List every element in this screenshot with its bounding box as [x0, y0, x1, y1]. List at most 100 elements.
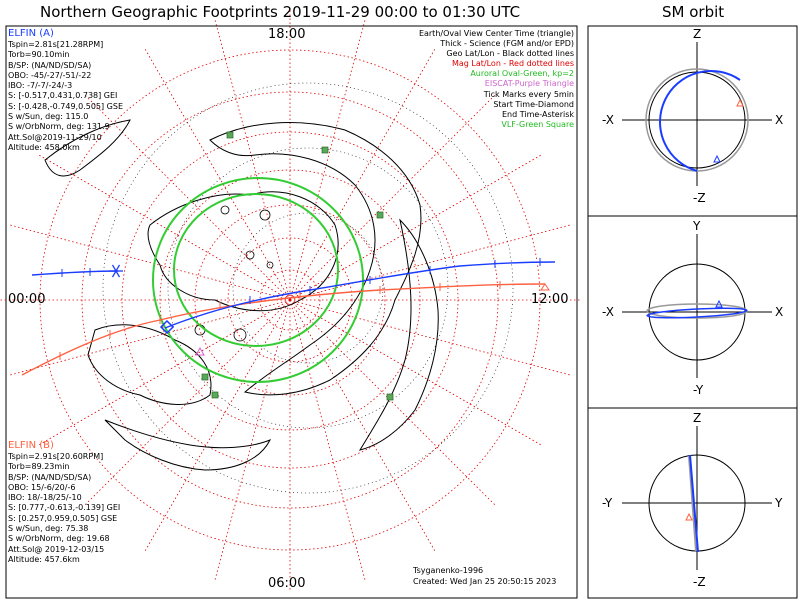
mag-meridian — [289, 299, 542, 446]
legend-entry: EISCAT-Purple Triangle — [484, 79, 574, 89]
elfin-a-triangle — [715, 299, 723, 308]
mag-meridian — [214, 19, 291, 301]
mlt-label-06: 06:00 — [268, 576, 306, 591]
elfin-b-triangle — [736, 98, 744, 107]
sm-axis-label-left: -X — [602, 113, 614, 127]
elfin-b-name: ELFIN (B) — [8, 440, 54, 451]
footer-model: Tsyganenko-1996 — [413, 566, 484, 575]
mag-meridian — [84, 299, 291, 506]
elfin-a-triangle — [713, 154, 721, 163]
mag-meridian — [84, 94, 291, 301]
elfin-b-line: Att.Sol@ 2019-12-03/15 — [8, 544, 105, 554]
elfin-a-orbit — [689, 454, 699, 553]
elfin-b-orbit — [688, 455, 697, 552]
legend-entry: Mag Lat/Lon - Red dotted lines — [451, 59, 574, 69]
sm-axis-label-left: -Y — [602, 496, 613, 510]
coastline — [358, 218, 439, 451]
sm-axis-label-bottom: -Y — [693, 383, 704, 397]
geo-lat-circle — [232, 212, 384, 364]
mag-meridian — [144, 48, 291, 301]
elfin-a-line: S w/Sun, deg: 115.0 — [8, 112, 89, 122]
legend-entry: Geo Lat/Lon - Black dotted lines — [446, 49, 574, 59]
elfin-b-center-triangle — [540, 283, 550, 291]
mag-meridian — [289, 154, 542, 301]
mag-meridian — [38, 154, 291, 301]
main-title: Northern Geographic Footprints 2019-11-2… — [40, 3, 521, 21]
island — [220, 205, 230, 215]
elfin-b-line: S w/Sun, deg: 75.38 — [8, 524, 89, 534]
sm-orbit-plots: Z -Z -X X Y -Y -X X Z -Z -Y Y — [602, 27, 783, 589]
elfin-b-line: S: [0.777,-0.613,-0.139] GEI — [8, 503, 121, 513]
mag-lat-circle — [227, 237, 353, 363]
elfin-a-line: Torb=90.10min — [8, 50, 70, 60]
legend: Earth/Oval View Center Time (triangle) Th… — [390, 29, 574, 130]
island — [259, 209, 271, 221]
vlf-square — [211, 391, 219, 399]
sm-axis-label-right: Y — [774, 496, 783, 510]
sm-axis-label-top: Z — [693, 27, 701, 41]
elfin-b-line: Torb=89.23min — [8, 462, 70, 472]
mag-lat-circle — [159, 169, 421, 431]
elfin-a-line: B/SP: (NA/ND/SD/SA) — [8, 60, 92, 70]
elfin-a-line: Altitude: 458.0km — [8, 142, 80, 152]
mag-lat-circle — [259, 269, 321, 331]
elfin-b-line: Altitude: 457.6km — [8, 554, 80, 564]
island — [233, 328, 247, 342]
mag-lat-circle — [39, 49, 541, 551]
legend-entry: Start Time-Diamond — [493, 99, 574, 109]
elfin-b-line: B/SP: (NA/ND/SD/SA) — [8, 472, 92, 482]
elfin-a-orbit — [659, 69, 741, 172]
coastline — [104, 419, 272, 471]
legend-entry: End Time-Asterisk — [501, 109, 574, 119]
legend-entry: Auroral Oval-Green, kp=2 — [470, 69, 574, 79]
sm-axis-label-left: -X — [602, 305, 614, 319]
polar-map — [0, 10, 580, 590]
elfin-b-triangle — [685, 512, 693, 521]
mag-meridian — [144, 299, 291, 552]
mag-meridian — [289, 19, 366, 301]
vlf-square — [386, 393, 394, 401]
elfin-a-line: Att.Sol@2019-11-29/10 — [8, 132, 102, 142]
eiscat-triangle — [195, 346, 205, 356]
geo-lat-circle — [167, 147, 449, 429]
elfin-b-line: IBO: 18/-18/25/-10 — [8, 493, 82, 503]
mag-meridian — [289, 48, 436, 301]
elfin-a-start-diamond — [159, 319, 175, 335]
elfin-a-name: ELFIN (A) — [8, 28, 54, 39]
elfin-a-end-asterisk — [111, 264, 121, 278]
island — [266, 261, 274, 269]
legend-entry: VLF-Green Square — [501, 119, 574, 129]
sm-orbit-title: SM orbit — [662, 3, 725, 21]
coastline — [87, 324, 212, 405]
elfin-a-line: OBO: -45/-27/-51/-22 — [8, 70, 92, 80]
sm-axis-label-bottom: -Z — [693, 191, 706, 205]
footer-created: Created: Wed Jan 25 20:50:15 2023 — [413, 577, 557, 586]
elfin-a-line: S: [-0.517,0.431,0.738] GEI — [8, 91, 118, 101]
mag-meridian — [289, 94, 496, 301]
island — [245, 250, 255, 260]
mag-meridian — [289, 299, 436, 552]
mag-lat-circle — [194, 204, 386, 396]
vlf-square — [226, 131, 234, 139]
elfin-a-info: ELFIN (A) Tspin=2.81s[21.28RPM] Torb=90.… — [8, 28, 123, 153]
elfin-a-line: S: [-0.428,-0.749,0.505] GSE — [8, 101, 123, 111]
elfin-a-line: Tspin=2.81s[21.28RPM] — [8, 40, 104, 49]
elfin-a-line: S w/OrbNorm, deg: 131.9 — [8, 122, 110, 132]
sm-axis-label-right: X — [775, 305, 783, 319]
mlt-label-18: 18:00 — [268, 27, 306, 42]
elfin-b-line: S w/OrbNorm, deg: 19.68 — [8, 534, 110, 544]
coastline — [209, 122, 422, 396]
mlt-label-12: 12:00 — [531, 292, 569, 307]
mag-meridian — [38, 299, 291, 446]
sm-axis-label-top: Z — [693, 411, 701, 425]
mag-meridian — [289, 299, 496, 506]
geo-lat-circle — [102, 82, 514, 494]
elfin-b-line: OBO: 15/-6/20/-6 — [8, 482, 76, 492]
elfin-b-track — [21, 283, 546, 376]
vlf-square — [201, 373, 209, 381]
elfin-b-line: S: [0.257,0.959,0.505] GSE — [8, 513, 118, 523]
sm-axis-label-right: X — [775, 113, 783, 127]
mag-meridian — [289, 299, 571, 376]
auroral-oval-inner — [173, 193, 339, 347]
